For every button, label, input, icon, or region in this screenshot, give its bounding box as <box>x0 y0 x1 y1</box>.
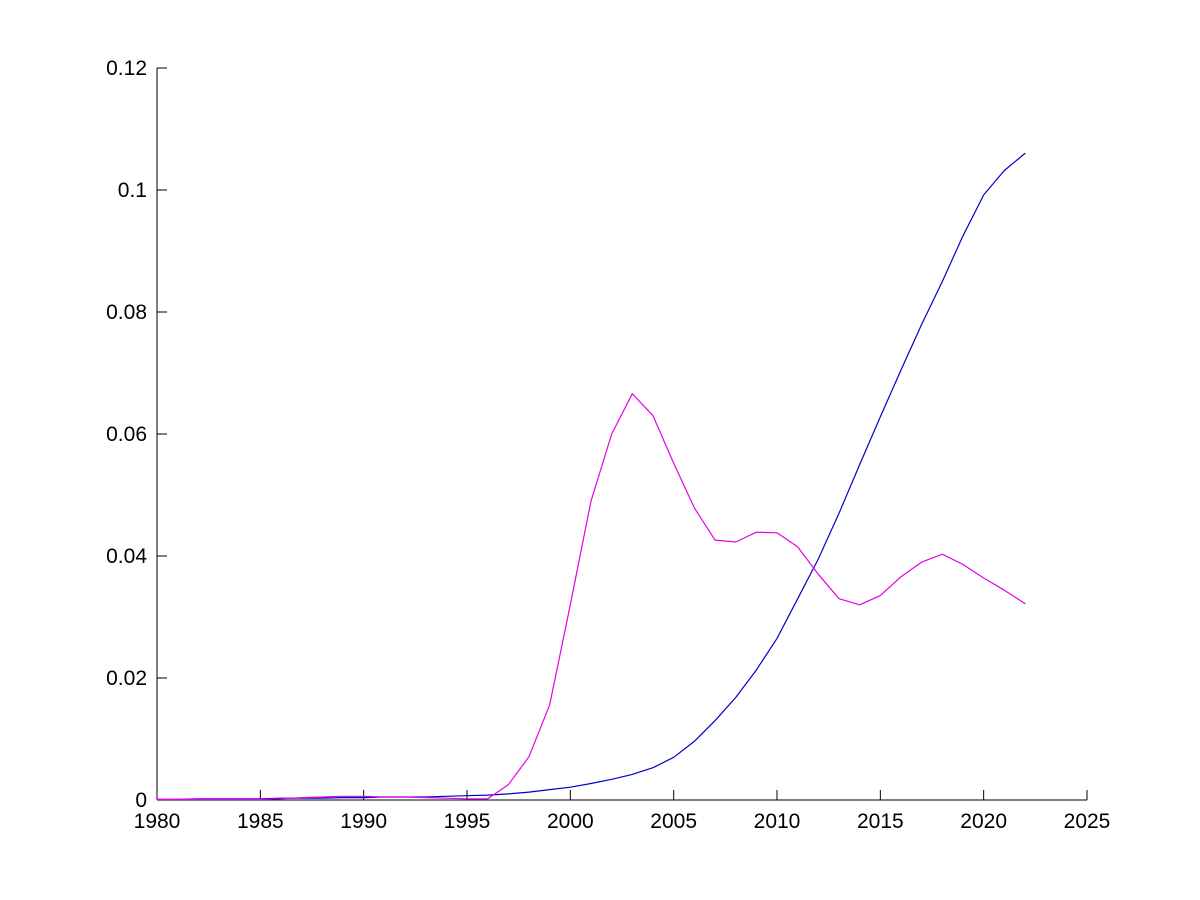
tick-labels: 1980 1985 1990 1995 2000 2005 2010 2015 2020 2025… <box>106 57 1110 833</box>
x-tick-label: 1985 <box>237 810 284 833</box>
x-tick-label: 1990 <box>340 810 387 833</box>
axes <box>156 68 1087 801</box>
tick-marks <box>156 67 1088 801</box>
y-tick-label: 0.08 <box>106 301 147 324</box>
x-tick-label: 2005 <box>650 810 697 833</box>
x-tick-label: 1980 <box>134 810 181 833</box>
y-tick-label: 0.1 <box>118 179 147 202</box>
x-tick-label: 1995 <box>444 810 491 833</box>
x-tick-label: 2020 <box>960 810 1007 833</box>
y-tick-label: 0.04 <box>106 545 147 568</box>
series-magenta-line <box>156 393 1026 801</box>
y-tick-label: 0.06 <box>106 423 147 446</box>
y-tick-label: 0.02 <box>106 667 147 690</box>
x-tick-label: 2015 <box>857 810 904 833</box>
x-tick-label: 2025 <box>1064 810 1111 833</box>
x-tick-label: 2010 <box>754 810 801 833</box>
y-tick-label: 0 <box>135 789 147 812</box>
x-tick-label: 2000 <box>547 810 594 833</box>
y-tick-label: 0.12 <box>106 57 147 80</box>
plot-series <box>156 152 1026 801</box>
series-blue-line <box>156 152 1026 801</box>
